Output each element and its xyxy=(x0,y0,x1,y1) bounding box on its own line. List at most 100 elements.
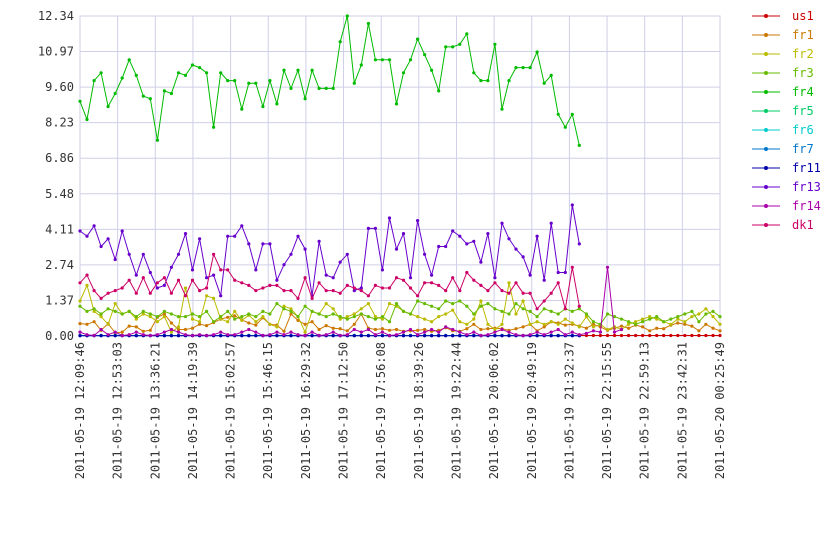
data-point xyxy=(465,242,469,246)
data-point xyxy=(92,289,96,293)
data-point xyxy=(148,291,152,295)
x-tick-label: 2011-05-19 12:53:03 xyxy=(111,342,125,479)
data-point xyxy=(345,315,349,319)
data-point xyxy=(162,315,166,319)
data-point xyxy=(134,325,138,329)
data-point xyxy=(493,281,497,285)
data-point xyxy=(570,112,574,116)
data-point xyxy=(226,333,230,337)
data-point xyxy=(401,330,406,334)
data-point xyxy=(472,330,476,334)
data-point xyxy=(373,327,377,332)
data-point xyxy=(598,330,603,334)
data-point xyxy=(240,334,244,338)
legend-label: us1 xyxy=(792,9,814,23)
data-point xyxy=(183,232,188,236)
data-point xyxy=(549,291,553,295)
data-point xyxy=(219,315,223,319)
data-point xyxy=(289,330,293,334)
data-point xyxy=(99,334,103,338)
data-point xyxy=(380,334,384,338)
data-point xyxy=(507,281,511,285)
data-point xyxy=(514,281,518,285)
legend-item-fr6: fr6 xyxy=(752,123,814,137)
legend-item-fr3: fr3 xyxy=(752,66,814,80)
data-point xyxy=(183,327,188,332)
data-point xyxy=(176,330,181,334)
data-point xyxy=(247,327,251,332)
data-point xyxy=(324,273,328,277)
data-point xyxy=(324,302,328,306)
data-point xyxy=(493,276,497,280)
data-point xyxy=(577,143,581,147)
data-point xyxy=(219,294,223,298)
data-point xyxy=(113,309,117,313)
data-point xyxy=(198,289,202,293)
data-point xyxy=(268,322,272,326)
data-point xyxy=(465,32,469,36)
data-point xyxy=(690,309,694,313)
data-point xyxy=(437,283,441,287)
data-point xyxy=(444,45,448,49)
data-point xyxy=(155,281,159,285)
data-point xyxy=(619,327,624,332)
data-point xyxy=(155,333,159,337)
y-tick-label: 8.23 xyxy=(45,116,74,130)
series-line xyxy=(79,313,721,334)
data-point xyxy=(254,81,258,85)
data-point xyxy=(233,314,237,318)
data-point xyxy=(282,333,286,337)
data-point xyxy=(85,117,89,122)
data-point xyxy=(401,278,406,282)
data-point xyxy=(268,312,272,316)
data-point xyxy=(155,315,159,319)
x-tick-label: 2011-05-19 17:12:50 xyxy=(337,342,351,479)
data-point xyxy=(535,234,539,238)
data-point xyxy=(514,312,518,316)
data-point xyxy=(366,294,370,298)
data-point xyxy=(141,329,145,333)
data-point xyxy=(577,242,581,246)
data-point xyxy=(542,81,546,85)
data-point xyxy=(240,224,244,228)
data-point xyxy=(627,320,631,324)
data-point xyxy=(226,268,230,272)
data-point xyxy=(324,289,328,293)
data-point xyxy=(472,334,476,338)
y-tick-label: 2.74 xyxy=(45,258,74,272)
data-point xyxy=(338,260,342,264)
data-point xyxy=(127,278,131,282)
data-point xyxy=(542,299,546,303)
data-point xyxy=(240,318,244,322)
data-point xyxy=(458,289,462,293)
data-point xyxy=(394,333,399,337)
data-point xyxy=(584,326,589,330)
data-point xyxy=(493,330,497,334)
data-point xyxy=(711,333,715,338)
data-point xyxy=(718,329,722,333)
data-point xyxy=(317,333,321,338)
x-tick-label: 2011-05-20 00:25:49 xyxy=(713,342,727,479)
data-point xyxy=(275,330,279,334)
data-point xyxy=(416,219,420,223)
series-line xyxy=(79,300,721,325)
data-point xyxy=(549,334,553,338)
data-point xyxy=(514,327,518,331)
data-point xyxy=(563,333,567,337)
data-point xyxy=(134,317,138,321)
data-point xyxy=(605,312,610,316)
legend-item-fr14: fr14 xyxy=(752,199,821,213)
data-point xyxy=(563,317,567,321)
data-point xyxy=(233,309,237,313)
data-point xyxy=(676,321,680,325)
data-point xyxy=(205,324,209,328)
data-point xyxy=(556,334,560,338)
data-point xyxy=(169,321,173,325)
data-point xyxy=(169,91,173,96)
data-point xyxy=(584,315,589,319)
data-point xyxy=(394,327,399,332)
data-point xyxy=(704,307,708,311)
data-point xyxy=(212,296,216,300)
data-point xyxy=(331,312,335,316)
data-point xyxy=(247,283,251,287)
